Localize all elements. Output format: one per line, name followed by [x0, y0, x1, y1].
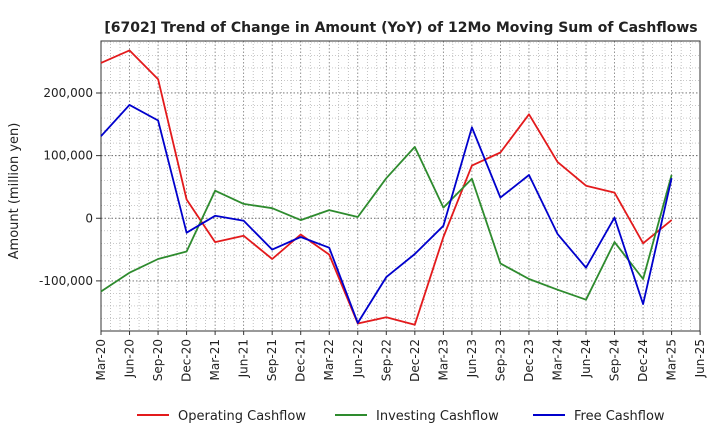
- free-cashflow-line: [100, 104, 673, 324]
- x-tick-label: Jun-23: [465, 339, 479, 378]
- x-tick-label: Jun-20: [123, 339, 137, 378]
- x-tick-label: Jun-22: [351, 339, 365, 378]
- x-tick-label: Mar-20: [94, 339, 108, 380]
- x-tick-label: Mar-22: [322, 339, 336, 380]
- legend: Operating Cashflow Investing Cashflow Free…: [137, 409, 665, 424]
- y-axis-ticks: -100,000 0 100,000 200,000: [39, 86, 101, 288]
- plot-frame: [100, 40, 701, 332]
- x-tick-label: Dec-24: [636, 339, 650, 382]
- investing-cashflow-legend-label: Investing Cashflow: [376, 409, 499, 424]
- x-tick-label: Dec-20: [180, 339, 194, 382]
- x-tick-label: Sep-22: [379, 339, 393, 381]
- x-tick-label: Sep-20: [151, 339, 165, 381]
- free-cashflow-legend-label: Free Cashflow: [574, 409, 665, 424]
- operating-cashflow-legend-label: Operating Cashflow: [178, 409, 306, 424]
- grid-lines: [101, 41, 700, 331]
- operating-cashflow-line: [100, 49, 673, 326]
- y-tick-label: 100,000: [43, 149, 93, 163]
- x-tick-label: Mar-21: [208, 339, 222, 380]
- chart-title: [6702] Trend of Change in Amount (YoY) o…: [104, 20, 697, 36]
- x-tick-label: Mar-23: [436, 339, 450, 380]
- x-tick-label: Jun-21: [237, 339, 251, 378]
- x-tick-label: Sep-23: [493, 339, 507, 381]
- plot-area-border: [100, 40, 701, 332]
- x-tick-label: Dec-21: [294, 339, 308, 382]
- x-tick-label: Sep-21: [265, 339, 279, 381]
- x-axis-ticks: Mar-20 Jun-20 Sep-20 Dec-20 Mar-21 Jun-21 Sep-…: [94, 331, 707, 382]
- x-tick-label: Mar-24: [550, 339, 564, 380]
- series-lines: [100, 49, 673, 326]
- y-tick-label: 0: [85, 211, 93, 225]
- x-tick-label: Dec-22: [408, 339, 422, 382]
- x-tick-label: Jun-25: [693, 339, 707, 378]
- x-tick-label: Dec-23: [522, 339, 536, 382]
- x-tick-label: Jun-24: [579, 339, 593, 378]
- x-tick-label: Mar-25: [665, 339, 679, 380]
- x-tick-label: Sep-24: [608, 339, 622, 381]
- y-tick-label: 200,000: [43, 86, 93, 100]
- y-tick-label: -100,000: [39, 274, 93, 288]
- investing-cashflow-line: [100, 145, 673, 301]
- y-axis-label: Amount (million yen): [7, 123, 22, 260]
